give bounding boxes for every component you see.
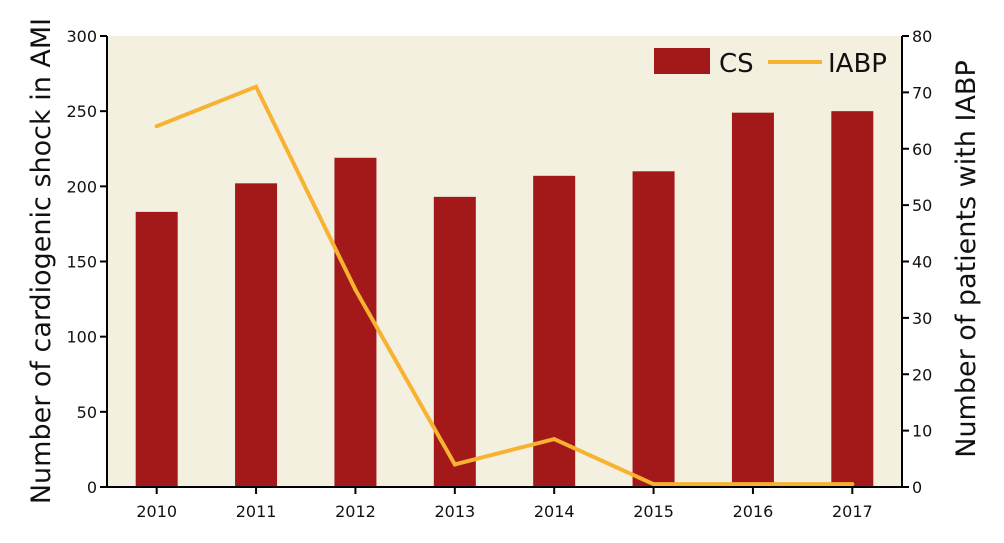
legend: CS IABP bbox=[654, 48, 887, 79]
left-tick-label: 0 bbox=[87, 478, 97, 497]
point-iabp-2013 bbox=[452, 462, 457, 467]
line-series-iabp bbox=[155, 84, 853, 487]
legend-swatch-cs bbox=[654, 48, 710, 74]
left-tick-label: 100 bbox=[66, 328, 97, 347]
x-tick-label: 2017 bbox=[832, 502, 873, 521]
right-tick-label: 40 bbox=[912, 253, 932, 272]
legend-label-iabp: IABP bbox=[828, 49, 887, 79]
left-tick-label: 300 bbox=[66, 27, 97, 46]
plot-area bbox=[107, 36, 902, 487]
point-iabp-2011 bbox=[254, 84, 259, 89]
left-axis-title: Number of cardiogenic shock in AMI bbox=[26, 18, 57, 504]
point-iabp-2015 bbox=[651, 482, 656, 487]
x-tick-label: 2011 bbox=[236, 502, 277, 521]
left-tick-label: 50 bbox=[77, 403, 97, 422]
point-iabp-2010 bbox=[154, 124, 159, 129]
right-tick-label: 50 bbox=[912, 196, 932, 215]
right-tick-label: 30 bbox=[912, 309, 932, 328]
left-tick-label: 250 bbox=[66, 102, 97, 121]
bar-cs-2010 bbox=[135, 211, 178, 487]
x-axis-ticks: 2010 2011 2012 2013 2014 2015 2016 2017 bbox=[136, 487, 873, 521]
point-iabp-2017 bbox=[850, 482, 855, 487]
bar-cs-2014 bbox=[533, 175, 576, 487]
bar-cs-2017 bbox=[831, 111, 874, 488]
right-tick-label: 10 bbox=[912, 422, 932, 441]
bar-cs-2013 bbox=[433, 196, 476, 487]
x-tick-label: 2010 bbox=[136, 502, 177, 521]
bar-cs-2016 bbox=[731, 112, 774, 488]
right-tick-label: 80 bbox=[912, 27, 932, 46]
right-tick-label: 70 bbox=[912, 83, 932, 102]
left-tick-label: 200 bbox=[66, 177, 97, 196]
left-axis-ticks: 0 50 100 150 200 250 300 bbox=[66, 27, 107, 497]
right-axis-title: Number of patients with IABP bbox=[951, 60, 982, 458]
point-iabp-2012 bbox=[353, 287, 358, 292]
right-axis-ticks: 0 10 20 30 40 50 60 70 80 bbox=[902, 27, 932, 497]
bar-cs-2012 bbox=[334, 157, 377, 487]
bar-series-cs bbox=[135, 111, 874, 488]
x-tick-label: 2015 bbox=[633, 502, 674, 521]
legend-label-cs: CS bbox=[719, 49, 754, 79]
bar-cs-2011 bbox=[235, 183, 278, 487]
right-tick-label: 60 bbox=[912, 140, 932, 159]
x-tick-label: 2014 bbox=[534, 502, 575, 521]
bar-cs-2015 bbox=[632, 171, 675, 488]
right-tick-label: 0 bbox=[912, 478, 922, 497]
right-tick-label: 20 bbox=[912, 365, 932, 384]
point-iabp-2014 bbox=[552, 437, 557, 442]
point-iabp-2016 bbox=[750, 482, 755, 487]
line-points-iabp bbox=[154, 84, 855, 487]
x-tick-label: 2016 bbox=[733, 502, 774, 521]
left-tick-label: 150 bbox=[66, 253, 97, 272]
x-tick-label: 2013 bbox=[434, 502, 475, 521]
x-tick-label: 2012 bbox=[335, 502, 376, 521]
